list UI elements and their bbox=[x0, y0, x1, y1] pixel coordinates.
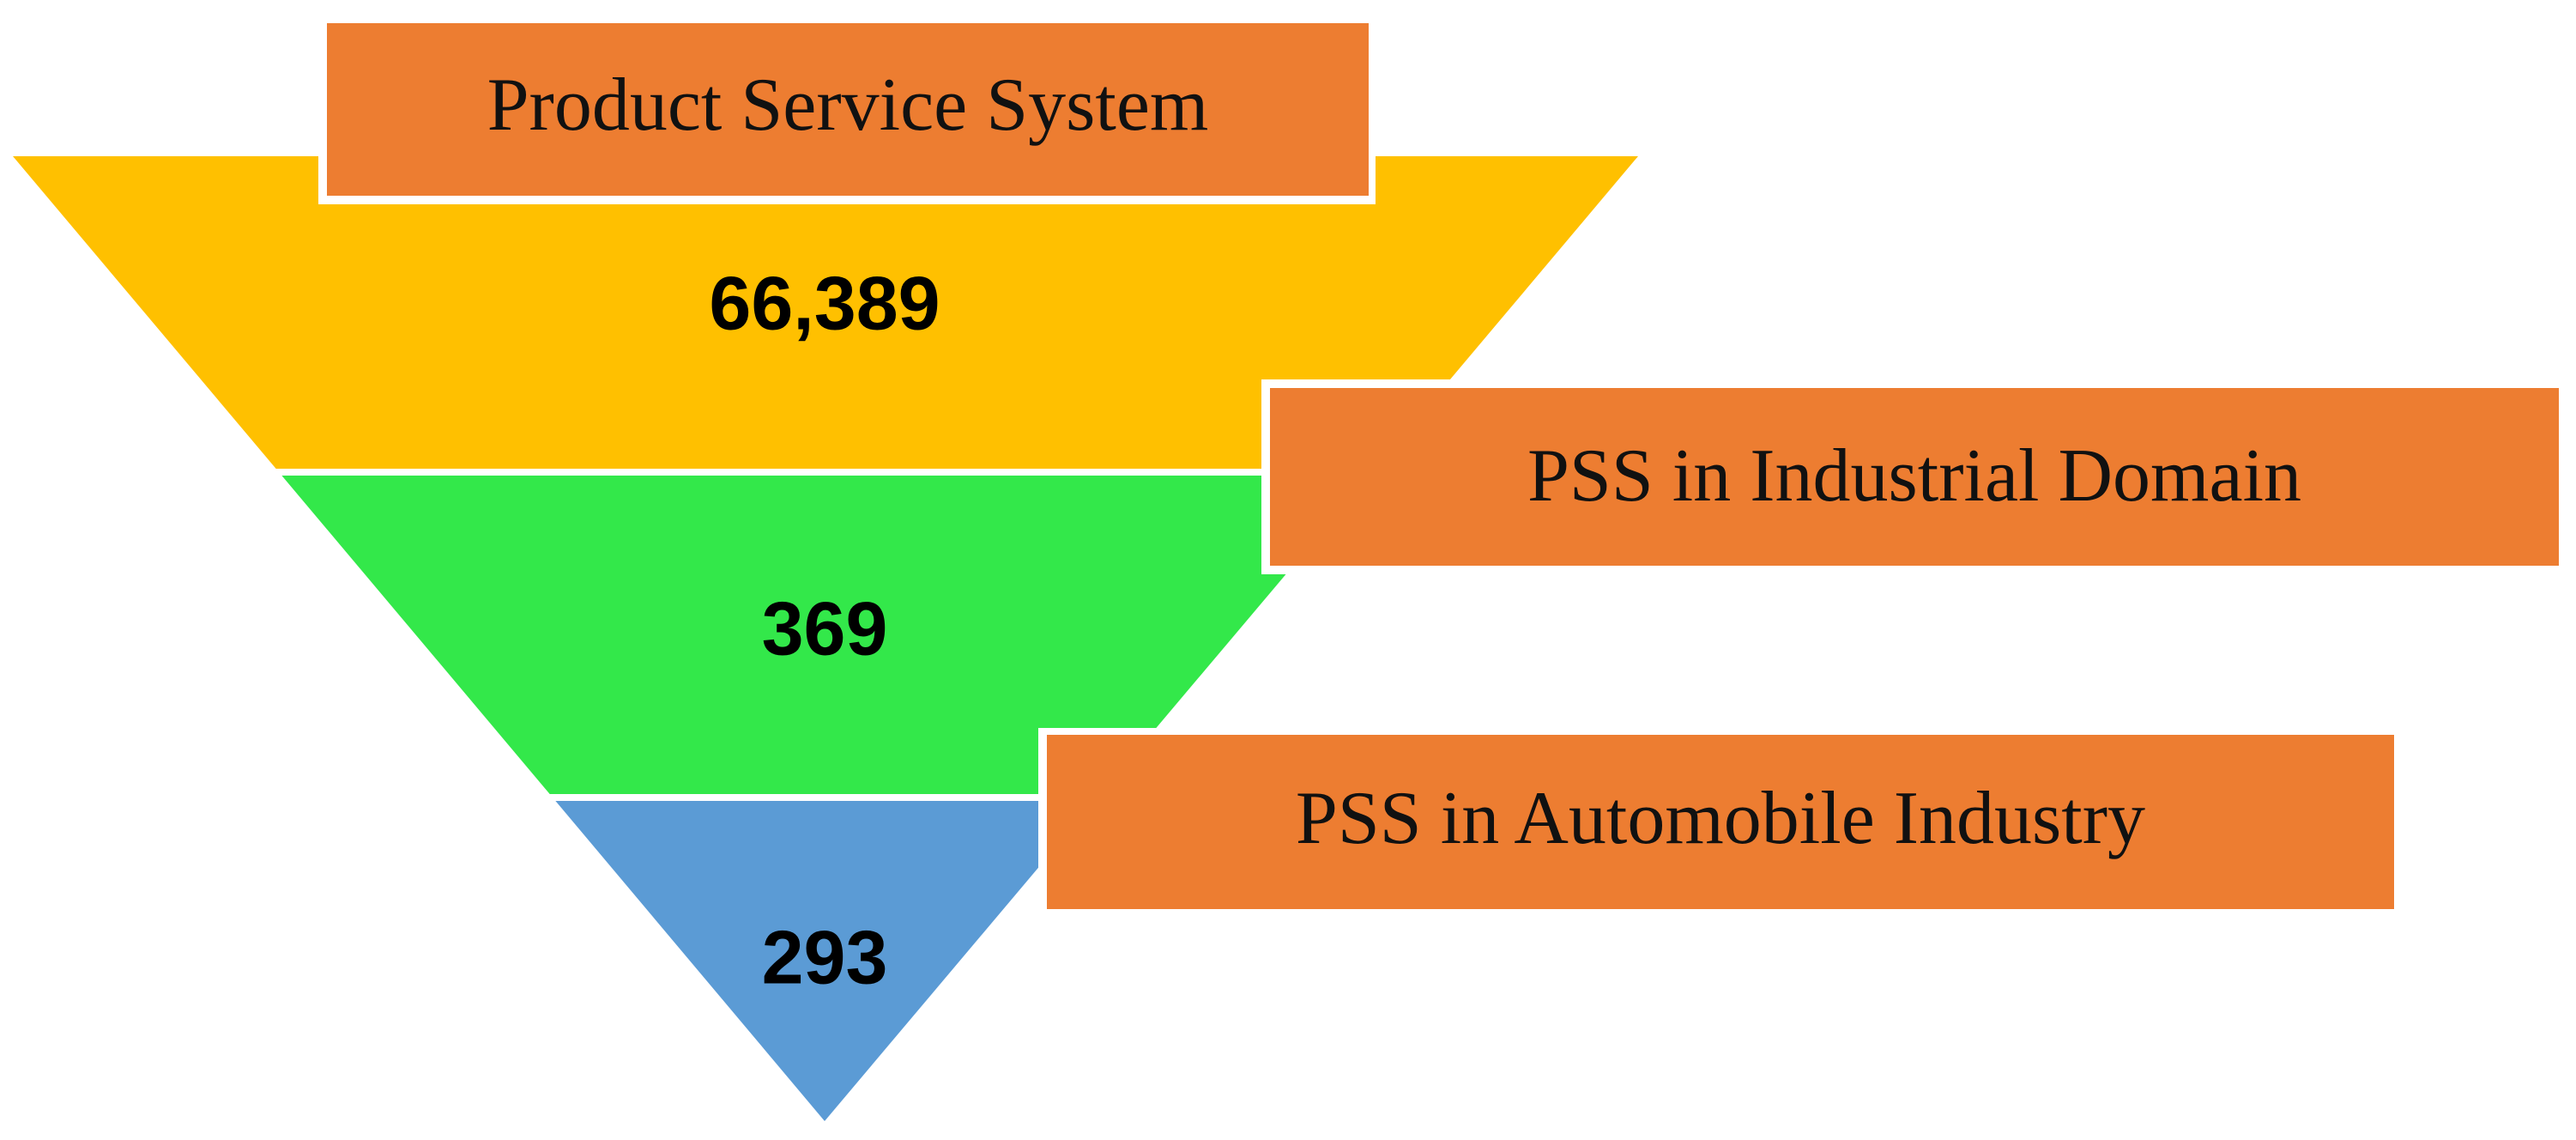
label-box bbox=[1047, 735, 2394, 909]
stage-label: PSS in Automobile Industry bbox=[1296, 777, 2145, 860]
stage-count: 369 bbox=[762, 585, 888, 670]
label-box bbox=[327, 23, 1369, 196]
stage-count: 66,389 bbox=[709, 260, 940, 345]
stage-label: PSS in Industrial Domain bbox=[1527, 434, 2301, 518]
funnel-band-bottom bbox=[553, 797, 1098, 1121]
label-box bbox=[1270, 388, 2559, 566]
funnel-band-middle bbox=[279, 472, 1372, 797]
stage-count: 293 bbox=[762, 914, 888, 999]
funnel-band-top bbox=[13, 156, 1638, 472]
stage-label: Product Service System bbox=[487, 64, 1209, 147]
